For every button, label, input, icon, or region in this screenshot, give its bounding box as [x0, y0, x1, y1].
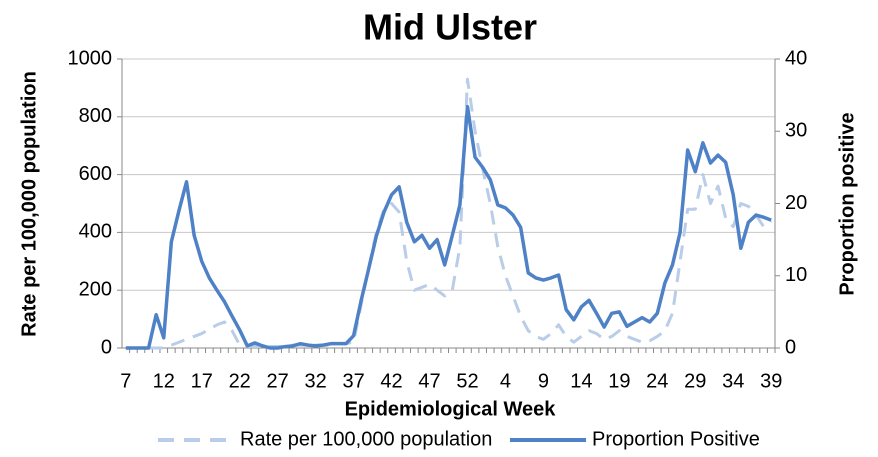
- y-axis-title: Rate per 100,000 population: [18, 71, 40, 337]
- x-tick-label: 4: [500, 370, 511, 392]
- y-tick-label: 200: [79, 278, 112, 300]
- x-tick-label: 32: [304, 370, 326, 392]
- series-line: [125, 77, 773, 350]
- x-tick-label: 52: [456, 370, 478, 392]
- x-tick-label: 9: [538, 370, 549, 392]
- x-tick-label: 47: [418, 370, 440, 392]
- chart-title: Mid Ulster: [363, 7, 537, 48]
- x-tick-label: 42: [380, 370, 402, 392]
- x-tick-label: 7: [120, 370, 131, 392]
- x-axis-title: Epidemiological Week: [345, 398, 557, 420]
- x-tick-label: 17: [191, 370, 213, 392]
- y-tick-label: 400: [79, 221, 112, 243]
- x-tick-label: 39: [760, 370, 782, 392]
- legend-label: Proportion Positive: [592, 428, 760, 450]
- x-tick-label: 19: [608, 370, 630, 392]
- x-tick-label: 34: [722, 370, 744, 392]
- x-tick-label: 29: [684, 370, 706, 392]
- y2-tick-label: 20: [785, 192, 807, 214]
- y2-tick-label: 10: [785, 264, 807, 286]
- legend-label: Rate per 100,000 population: [240, 428, 492, 450]
- x-tick-label: 27: [267, 370, 289, 392]
- y2-tick-label: 30: [785, 120, 807, 142]
- x-tick-label: 37: [342, 370, 364, 392]
- y-tick-label: 600: [79, 163, 112, 185]
- y2-tick-label: 0: [785, 336, 796, 358]
- y-tick-label: 1000: [68, 47, 113, 69]
- x-tick-label: 14: [570, 370, 592, 392]
- x-tick-label: 24: [646, 370, 668, 392]
- x-tick-label: 12: [153, 370, 175, 392]
- y2-tick-label: 40: [785, 47, 807, 69]
- x-tick-label: 22: [229, 370, 251, 392]
- series-line: [125, 104, 772, 350]
- y-tick-label: 0: [101, 336, 112, 358]
- y-tick-label: 800: [79, 105, 112, 127]
- y2-axis-title: Proportion positive: [836, 112, 858, 295]
